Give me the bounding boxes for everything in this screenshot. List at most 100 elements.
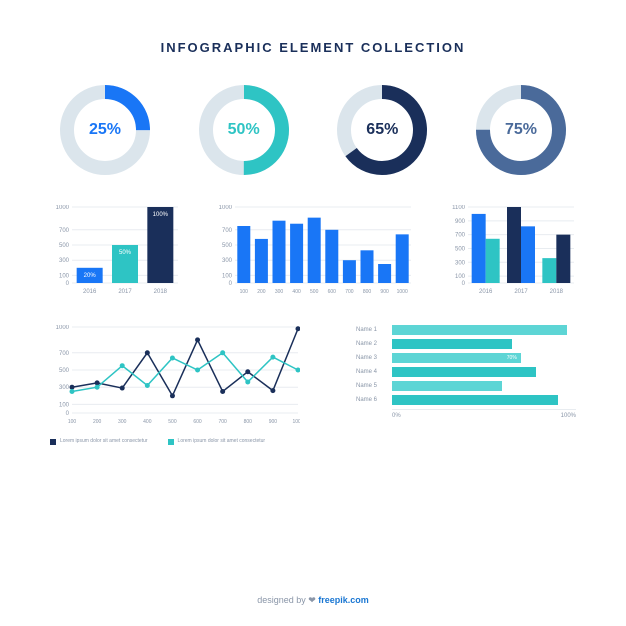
bar-chart-3: 01003005007009001100201620172018 — [446, 205, 576, 300]
hbar-fill: 70% — [392, 353, 521, 363]
svg-text:100: 100 — [68, 419, 77, 425]
hbar-row: Name 1 — [356, 325, 576, 335]
svg-text:100: 100 — [240, 289, 249, 295]
svg-text:700: 700 — [218, 419, 227, 425]
svg-text:0: 0 — [66, 281, 70, 287]
svg-text:400: 400 — [143, 419, 152, 425]
svg-text:300: 300 — [455, 260, 466, 266]
legend-item: Lorem ipsum dolor sit amet consectetur — [168, 438, 266, 445]
horizontal-bar-chart: Name 1 Name 2 Name 3 70% Name 4 Name 5 Name 6 0… — [356, 325, 576, 445]
svg-text:200: 200 — [93, 419, 102, 425]
hbar-label: Name 1 — [356, 327, 386, 333]
svg-text:1000: 1000 — [56, 325, 70, 331]
footer-brand: freepik.com — [318, 595, 369, 605]
svg-text:700: 700 — [222, 228, 233, 234]
chart-svg: 01003005007009001100201620172018 — [446, 205, 576, 295]
page-title: INFOGRAPHIC ELEMENT COLLECTION — [50, 40, 576, 55]
hbar-track — [392, 367, 576, 377]
donut-75: 75% — [476, 85, 566, 175]
hbar-track: 70% — [392, 353, 576, 363]
hbar-row: Name 4 — [356, 367, 576, 377]
svg-text:200: 200 — [257, 289, 266, 295]
bar-chart-1: 0100300500700100020%50%100%201620172018 — [50, 205, 180, 300]
svg-text:300: 300 — [118, 419, 127, 425]
hbar-label: Name 6 — [356, 397, 386, 403]
svg-text:500: 500 — [59, 368, 70, 374]
hbar-badge: 70% — [507, 355, 517, 361]
svg-text:500: 500 — [222, 243, 233, 249]
donut-label: 50% — [199, 85, 289, 175]
donut-65: 65% — [337, 85, 427, 175]
svg-text:800: 800 — [363, 289, 372, 295]
hbar-row: Name 3 70% — [356, 353, 576, 363]
svg-text:20%: 20% — [84, 273, 97, 279]
svg-text:900: 900 — [380, 289, 389, 295]
svg-text:0: 0 — [229, 281, 233, 287]
svg-text:100: 100 — [59, 273, 70, 279]
svg-text:700: 700 — [59, 351, 70, 357]
svg-text:600: 600 — [193, 419, 202, 425]
svg-text:1000: 1000 — [56, 205, 70, 211]
hbar-fill — [392, 325, 567, 335]
bottom-row: 0100300500700100010020030040050060070080… — [50, 325, 576, 445]
svg-text:1100: 1100 — [452, 205, 466, 211]
svg-text:300: 300 — [222, 258, 233, 264]
svg-text:2018: 2018 — [550, 289, 564, 295]
hbar-label: Name 3 — [356, 355, 386, 361]
legend-item: Lorem ipsum dolor sit amet consectetur — [50, 438, 148, 445]
footer-prefix: designed by — [257, 595, 308, 605]
svg-text:300: 300 — [59, 258, 70, 264]
svg-text:100: 100 — [59, 402, 70, 408]
svg-text:600: 600 — [328, 289, 337, 295]
hbar-track — [392, 395, 576, 405]
hbar-label: Name 5 — [356, 383, 386, 389]
svg-text:0: 0 — [462, 281, 466, 287]
chart-svg: 0100300500700100010020030040050060070080… — [213, 205, 413, 295]
svg-text:2017: 2017 — [118, 289, 132, 295]
svg-text:500: 500 — [59, 243, 70, 249]
svg-text:800: 800 — [244, 419, 253, 425]
donut-25: 25% — [60, 85, 150, 175]
hbar-fill — [392, 381, 502, 391]
hbar-fill — [392, 395, 558, 405]
svg-text:500: 500 — [310, 289, 319, 295]
hbar-track — [392, 381, 576, 391]
svg-text:700: 700 — [345, 289, 354, 295]
line-legend: Lorem ipsum dolor sit amet consectetur Lo… — [50, 438, 300, 445]
svg-text:300: 300 — [59, 385, 70, 391]
svg-text:1000: 1000 — [219, 205, 233, 211]
bar-chart-2: 0100300500700100010020030040050060070080… — [213, 205, 413, 300]
line-chart: 0100300500700100010020030040050060070080… — [50, 325, 300, 445]
donut-label: 65% — [337, 85, 427, 175]
svg-text:500: 500 — [455, 246, 466, 252]
svg-text:100: 100 — [455, 274, 466, 280]
donut-50: 50% — [199, 85, 289, 175]
svg-text:2017: 2017 — [514, 289, 528, 295]
svg-text:0: 0 — [66, 411, 70, 417]
svg-text:300: 300 — [275, 289, 284, 295]
footer-credit: designed by ❤ freepik.com — [0, 595, 626, 606]
svg-text:1000: 1000 — [292, 419, 300, 425]
svg-text:2016: 2016 — [479, 289, 493, 295]
hbar-fill — [392, 339, 512, 349]
hbar-fill — [392, 367, 536, 377]
svg-text:100: 100 — [222, 273, 233, 279]
chart-svg: 0100300500700100020%50%100%201620172018 — [50, 205, 180, 295]
bar-charts-row: 0100300500700100020%50%100%201620172018 … — [50, 205, 576, 300]
chart-svg: 0100300500700100010020030040050060070080… — [50, 325, 300, 425]
hbar-track — [392, 325, 576, 335]
donut-label: 75% — [476, 85, 566, 175]
svg-text:50%: 50% — [119, 250, 132, 256]
hbar-label: Name 2 — [356, 341, 386, 347]
svg-text:700: 700 — [59, 228, 70, 234]
hbar-track — [392, 339, 576, 349]
svg-text:900: 900 — [455, 219, 466, 225]
svg-text:900: 900 — [269, 419, 278, 425]
svg-text:100%: 100% — [153, 212, 169, 218]
hbar-row: Name 6 — [356, 395, 576, 405]
svg-text:1000: 1000 — [397, 289, 408, 295]
hbar-xaxis: 0%100% — [392, 409, 576, 419]
donut-row: 25% 50% 65% 75% — [50, 85, 576, 175]
hbar-label: Name 4 — [356, 369, 386, 375]
hbar-row: Name 2 — [356, 339, 576, 349]
